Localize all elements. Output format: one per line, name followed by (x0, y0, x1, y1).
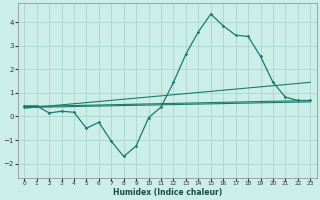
X-axis label: Humidex (Indice chaleur): Humidex (Indice chaleur) (113, 188, 222, 197)
